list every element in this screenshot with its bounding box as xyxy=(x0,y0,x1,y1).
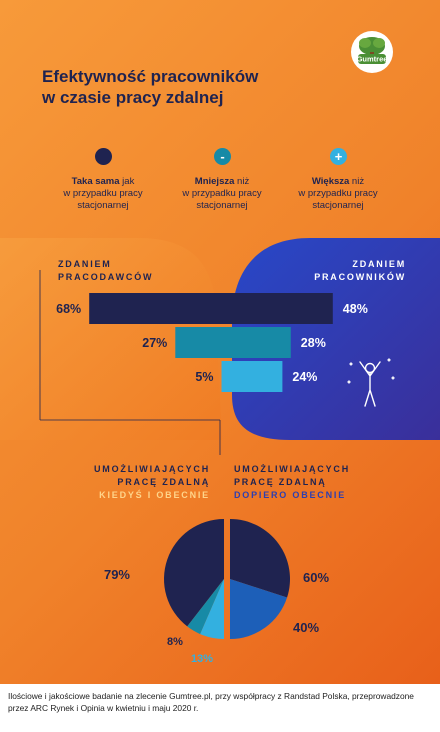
pie-left-slice-2 xyxy=(187,579,224,635)
pie-right-label-line-1: UMOŻLIWIAJĄCYCH xyxy=(234,464,350,474)
legend-bold: Mniejsza xyxy=(194,176,235,187)
pie-left-slice-3 xyxy=(200,579,224,639)
employers-label-line-1: ZDANIEM xyxy=(58,259,112,269)
bar-label-employers-3: 5% xyxy=(195,370,213,384)
pie-left-label-line-1: UMOŻLIWIAJĄCYCH xyxy=(94,464,210,474)
pie-chart: 79% 8% 13% 60% 40% xyxy=(104,519,329,665)
bar-employees-2 xyxy=(232,327,291,358)
logo-text: Gumtree xyxy=(357,55,388,64)
legend-symbol-1 xyxy=(95,148,112,165)
bar-label-employers-1: 68% xyxy=(56,302,81,316)
legend-text-1: Taka sama jak w przypadku pracy stacjonarn… xyxy=(63,176,143,211)
legend-text-3: Większa niż w przypadku pracy stacjonarnej xyxy=(298,176,378,211)
bar-chart: 68% 48% 27% 28% 5% 24% xyxy=(56,293,368,392)
title-line-1: Efektywność pracowników xyxy=(42,67,259,86)
pie-left-label-1: 79% xyxy=(104,567,130,582)
bar-employees-3 xyxy=(232,361,283,392)
employers-panel xyxy=(0,238,222,440)
pie-left-slice-1 xyxy=(163,519,224,627)
pie-right-label-line-2: PRACĘ ZDALNĄ xyxy=(234,477,327,487)
legend-symbol-3: + xyxy=(330,148,347,165)
bar-label-employees-2: 28% xyxy=(301,336,326,350)
legend-bold: Taka sama xyxy=(71,176,120,187)
pie-right-label-line-3: DOPIERO OBECNIE xyxy=(234,490,347,500)
employees-label: ZDANIEM PRACOWNIKÓW xyxy=(314,258,406,284)
pie-right-slice-2 xyxy=(230,579,288,639)
pie-left-label-3: 13% xyxy=(191,653,213,665)
legend-symbol-2: - xyxy=(214,148,231,165)
pie-left-label-line-3: KIEDYŚ I OBECNIE xyxy=(99,490,210,500)
page-title: Efektywność pracowników w czasie pracy z… xyxy=(42,66,302,108)
pie-right-label-2: 40% xyxy=(293,620,319,635)
tree-icon: Gumtree xyxy=(351,31,393,73)
bar-label-employers-2: 27% xyxy=(142,336,167,350)
pie-right-slice-1 xyxy=(230,519,290,598)
legend-bold: Większa xyxy=(311,176,350,187)
employees-label-line-2: PRACOWNIKÓW xyxy=(314,272,406,282)
bar-label-employees-3: 24% xyxy=(292,370,317,384)
bar-employers-3 xyxy=(221,361,232,392)
legend-text-2: Mniejsza niż w przypadku pracy stacjonarne… xyxy=(182,176,262,211)
bar-employers-1 xyxy=(89,293,232,324)
title-line-2: w czasie pracy zdalnej xyxy=(42,88,224,107)
employers-label-line-2: PRACODAWCÓW xyxy=(58,272,154,282)
bar-label-employees-1: 48% xyxy=(343,302,368,316)
pie-right-label-1: 60% xyxy=(303,570,329,585)
background-decoration xyxy=(0,238,440,455)
bar-employers-2 xyxy=(175,327,232,358)
employees-panel xyxy=(232,238,440,440)
employers-label: ZDANIEM PRACODAWCÓW xyxy=(58,258,153,284)
pie-left-label-line-2: PRACĘ ZDALNĄ xyxy=(117,477,210,487)
pie-right-label: UMOŻLIWIAJĄCYCH PRACĘ ZDALNĄ DOPIERO OBE… xyxy=(234,463,384,502)
employees-label-line-1: ZDANIEM xyxy=(352,259,406,269)
footnote: Ilościowe i jakościowe badanie na zlecen… xyxy=(8,691,414,713)
pie-left-label-2: 8% xyxy=(167,636,183,648)
pie-left-label: UMOŻLIWIAJĄCYCH PRACĘ ZDALNĄ KIEDYŚ I OB… xyxy=(80,463,210,502)
gumtree-logo: Gumtree xyxy=(350,30,394,74)
celebrating-person-icon xyxy=(347,358,395,407)
bar-employees-1 xyxy=(232,293,333,324)
